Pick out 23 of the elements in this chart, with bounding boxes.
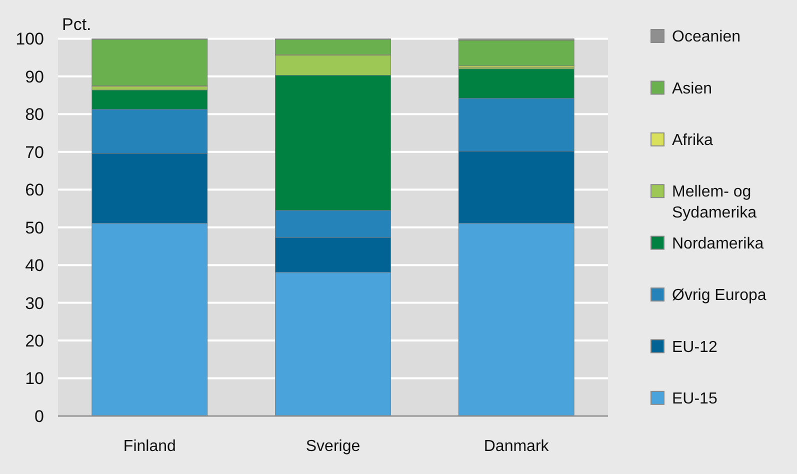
legend-label: EU-15: [672, 390, 718, 408]
legend-label: Afrika: [672, 132, 713, 149]
y-tick-label: 70: [25, 142, 44, 162]
legend-label: Asien: [672, 80, 712, 98]
x-tick-label: Finland: [123, 438, 176, 455]
y-tick-label: 50: [25, 218, 44, 238]
y-tick-label: 30: [25, 294, 44, 313]
y-tick-label: 10: [25, 369, 44, 388]
y-tick-label: 60: [25, 180, 44, 200]
y-tick-label: 80: [25, 105, 44, 124]
legend-label: Oceanien: [672, 28, 740, 46]
y-tick-label: 40: [25, 256, 44, 276]
y-tick-label: 100: [16, 30, 44, 49]
legend-label: Øvrig Europa: [672, 287, 766, 304]
y-tick-label: 0: [34, 406, 44, 426]
y-tick-label: 90: [25, 67, 44, 86]
y-tick-label: 20: [25, 331, 44, 350]
legend-label: Nordamerika: [672, 235, 764, 252]
legend-label: EU-12: [672, 338, 718, 356]
y-axis-title: Pct.: [62, 15, 92, 34]
x-tick-label: Danmark: [484, 438, 550, 455]
x-tick-label: Sverige: [306, 438, 360, 455]
legend-label: Mellem- og Sydamerika: [672, 184, 757, 222]
